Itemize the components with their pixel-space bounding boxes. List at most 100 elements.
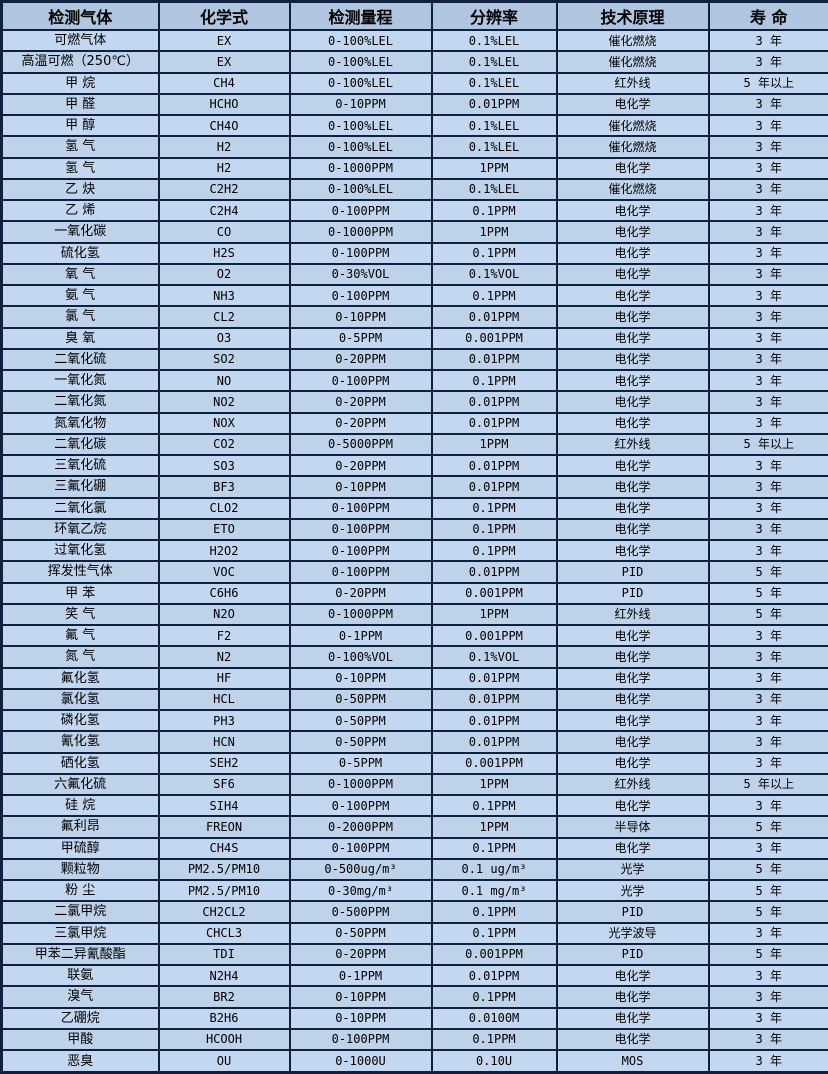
cell-range: 0-500PPM xyxy=(288,900,433,924)
cell-resolution: 1PPM xyxy=(430,815,558,839)
cell-resolution: 0.1PPM xyxy=(430,496,558,520)
cell-resolution: 0.1 mg/m³ xyxy=(430,878,558,903)
table-row: 可燃气体 EX 0-100%LEL 0.1%LEL 催化燃烧 3 年 xyxy=(0,28,828,53)
cell-principle: 电化学 xyxy=(555,453,710,478)
cell-formula: OU xyxy=(157,1049,291,1074)
cell-resolution: 1PPM xyxy=(430,220,558,244)
cell-principle: 电化学 xyxy=(555,92,710,117)
cell-principle: PID xyxy=(555,581,710,605)
cell-lifespan: 3 年 xyxy=(707,687,828,712)
cell-gas-name: 可燃气体 xyxy=(0,28,160,53)
cell-resolution: 0.1PPM xyxy=(430,836,558,860)
table-row: 甲 苯 C6H6 0-20PPM 0.001PPM PID 5 年 xyxy=(0,581,828,605)
cell-principle: 电化学 xyxy=(555,538,710,563)
table-row: 乙 烯 C2H4 0-100PPM 0.1PPM 电化学 3 年 xyxy=(0,198,828,223)
cell-range: 0-10PPM xyxy=(288,985,433,1009)
cell-range: 0-100%LEL xyxy=(288,28,433,53)
cell-lifespan: 5 年以上 xyxy=(707,772,828,797)
cell-formula: PM2.5/PM10 xyxy=(157,857,291,882)
cell-gas-name: 粉 尘 xyxy=(0,878,160,903)
table-row: 二氧化硫 SO2 0-20PPM 0.01PPM 电化学 3 年 xyxy=(0,347,828,372)
cell-resolution: 1PPM xyxy=(430,432,558,457)
cell-lifespan: 3 年 xyxy=(707,1006,828,1030)
cell-gas-name: 甲酸 xyxy=(0,1027,160,1052)
cell-principle: 电化学 xyxy=(555,793,710,818)
cell-principle: 电化学 xyxy=(555,305,710,329)
cell-resolution: 0.01PPM xyxy=(430,92,558,117)
cell-principle: 电化学 xyxy=(555,220,710,244)
cell-principle: 光学 xyxy=(555,878,710,903)
cell-range: 0-2000PPM xyxy=(288,815,433,839)
cell-formula: C2H2 xyxy=(157,177,291,202)
cell-formula: NO xyxy=(157,368,291,393)
cell-range: 0-100PPM xyxy=(288,538,433,563)
table-body: 可燃气体 EX 0-100%LEL 0.1%LEL 催化燃烧 3 年高温可燃（250℃） E… xyxy=(0,28,828,1074)
cell-formula: SO3 xyxy=(157,453,291,478)
cell-lifespan: 5 年以上 xyxy=(707,71,828,95)
cell-range: 0-1000PPM xyxy=(288,602,433,627)
cell-resolution: 0.01PPM xyxy=(430,708,558,733)
cell-resolution: 0.1PPM xyxy=(430,198,558,223)
cell-lifespan: 3 年 xyxy=(707,963,828,988)
cell-gas-name: 三氧化硫 xyxy=(0,453,160,478)
cell-lifespan: 3 年 xyxy=(707,156,828,180)
cell-range: 0-30mg/m³ xyxy=(288,878,433,903)
cell-range: 0-10PPM xyxy=(288,305,433,329)
cell-lifespan: 3 年 xyxy=(707,453,828,478)
cell-formula: CL2 xyxy=(157,305,291,329)
cell-lifespan: 3 年 xyxy=(707,92,828,117)
cell-principle: 催化燃烧 xyxy=(555,28,710,53)
cell-formula: NO2 xyxy=(157,390,291,414)
cell-lifespan: 5 年 xyxy=(707,857,828,882)
cell-lifespan: 3 年 xyxy=(707,368,828,393)
cell-resolution: 0.01PPM xyxy=(430,453,558,478)
cell-principle: 光学 xyxy=(555,857,710,882)
cell-lifespan: 3 年 xyxy=(707,836,828,860)
cell-resolution: 0.01PPM xyxy=(430,475,558,499)
table-row: 氮氧化物 NOX 0-20PPM 0.01PPM 电化学 3 年 xyxy=(0,411,828,435)
cell-lifespan: 5 年 xyxy=(707,602,828,627)
cell-range: 0-100%VOL xyxy=(288,645,433,669)
cell-formula: B2H6 xyxy=(157,1006,291,1030)
header-cell-2: 检测量程 xyxy=(288,0,433,31)
table-row: 磷化氢 PH3 0-50PPM 0.01PPM 电化学 3 年 xyxy=(0,708,828,733)
cell-gas-name: 六氟化硫 xyxy=(0,772,160,797)
table-row: 硒化氢 SEH2 0-5PPM 0.001PPM 电化学 3 年 xyxy=(0,751,828,775)
cell-lifespan: 3 年 xyxy=(707,198,828,223)
cell-formula: HCL xyxy=(157,687,291,712)
cell-resolution: 0.1%LEL xyxy=(430,113,558,138)
cell-resolution: 0.1PPM xyxy=(430,283,558,308)
cell-gas-name: 一氧化氮 xyxy=(0,368,160,393)
cell-resolution: 0.01PPM xyxy=(430,390,558,414)
cell-gas-name: 甲 醇 xyxy=(0,113,160,138)
cell-gas-name: 氯化氢 xyxy=(0,687,160,712)
table-row: 氨 气 NH3 0-100PPM 0.1PPM 电化学 3 年 xyxy=(0,283,828,308)
cell-resolution: 0.01PPM xyxy=(430,560,558,584)
cell-gas-name: 氢 气 xyxy=(0,135,160,159)
cell-range: 0-100%LEL xyxy=(288,177,433,202)
header-row: 检测气体 化学式 检测量程 分辨率 技术原理寿 命 xyxy=(0,0,828,31)
cell-gas-name: 挥发性气体 xyxy=(0,560,160,584)
cell-resolution: 0.001PPM xyxy=(430,623,558,648)
cell-gas-name: 乙 炔 xyxy=(0,177,160,202)
cell-principle: PID xyxy=(555,560,710,584)
cell-resolution: 0.1PPM xyxy=(430,921,558,945)
cell-formula: HCN xyxy=(157,730,291,754)
cell-lifespan: 5 年 xyxy=(707,878,828,903)
cell-gas-name: 硫化氢 xyxy=(0,241,160,265)
table-row: 甲 醛 HCHO 0-10PPM 0.01PPM 电化学 3 年 xyxy=(0,92,828,117)
cell-gas-name: 颗粒物 xyxy=(0,857,160,882)
cell-gas-name: 氟化氢 xyxy=(0,666,160,690)
cell-formula: TDI xyxy=(157,942,291,967)
cell-range: 0-20PPM xyxy=(288,453,433,478)
cell-resolution: 0.01PPM xyxy=(430,347,558,372)
cell-gas-name: 氨 气 xyxy=(0,283,160,308)
cell-gas-name: 硒化氢 xyxy=(0,751,160,775)
cell-lifespan: 3 年 xyxy=(707,666,828,690)
cell-lifespan: 3 年 xyxy=(707,985,828,1009)
header-cell-3: 分辨率 xyxy=(430,0,558,31)
cell-lifespan: 3 年 xyxy=(707,390,828,414)
cell-resolution: 0.1PPM xyxy=(430,793,558,818)
cell-principle: 电化学 xyxy=(555,985,710,1009)
cell-lifespan: 3 年 xyxy=(707,496,828,520)
